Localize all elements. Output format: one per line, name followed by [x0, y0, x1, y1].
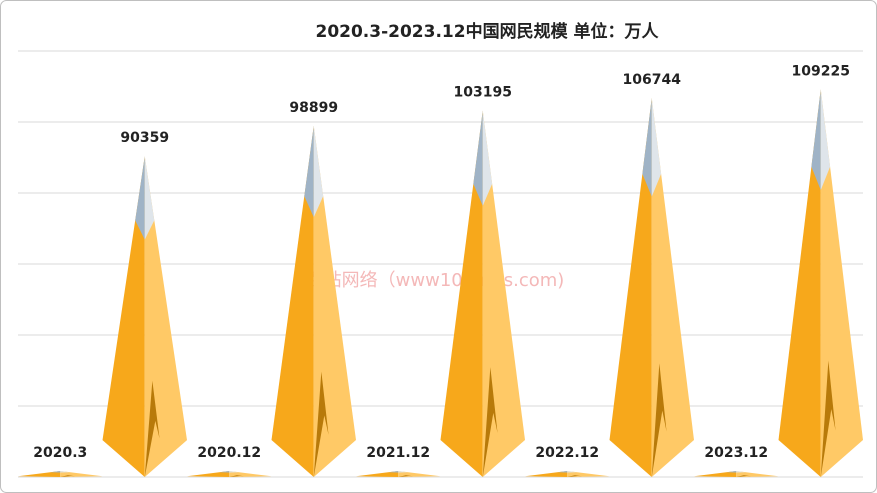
pencil-core [651, 363, 667, 477]
chart-title: 2020.3-2023.12中国网民规模 单位：万人 [315, 21, 659, 42]
x-tick-label: 2021.12 [366, 445, 430, 461]
pencil-left [440, 110, 483, 478]
pencil-tip-right [567, 471, 577, 473]
pencil-left [778, 89, 821, 477]
pencil [609, 98, 694, 477]
pencil-right [651, 98, 694, 477]
pencil [525, 471, 610, 477]
pencil [102, 156, 187, 477]
pencil-core [736, 475, 752, 477]
pencil-core [482, 367, 498, 477]
pencil-right [313, 125, 356, 478]
x-tick-label: 2022.12 [535, 445, 599, 461]
data-label: 98899 [289, 100, 338, 116]
pencil [440, 110, 525, 478]
pencil [187, 471, 272, 477]
pencil-tip-right [144, 156, 155, 240]
pencil-tip-left [473, 110, 483, 206]
pencil-core [820, 360, 836, 477]
pencil-tip-right [651, 98, 662, 197]
pencil-right [567, 471, 610, 477]
pencil-right [398, 471, 441, 477]
pencil [694, 471, 779, 477]
x-tick-label: 2020.12 [197, 445, 261, 461]
pencil-tip-right [313, 125, 324, 218]
pencil-tip-right [736, 471, 746, 473]
data-label: 90359 [120, 130, 169, 146]
pencil [271, 125, 356, 478]
pencil-right [482, 110, 525, 478]
pencil-left [18, 471, 61, 477]
pencil-tip-left [135, 156, 145, 240]
data-label: 109225 [792, 63, 850, 79]
pencil-tip-right [482, 110, 493, 206]
pencil-right [60, 471, 103, 477]
data-label: 106744 [623, 72, 682, 88]
pencil-left [102, 156, 145, 477]
pencil-tip-left [219, 471, 230, 473]
pencil-right [144, 156, 187, 477]
pencil-left [187, 471, 230, 477]
pencil-core [229, 475, 245, 477]
pencil-tip-left [811, 89, 821, 191]
x-tick-label: 2020.3 [33, 445, 87, 461]
pencil-left [525, 471, 568, 477]
pencil-tip-left [388, 471, 399, 473]
pencil-right [229, 471, 272, 477]
pencil-tip-right [229, 471, 239, 473]
pencil [356, 471, 441, 477]
pencil-core [144, 380, 160, 477]
pencil-core [313, 371, 329, 477]
pencil-tip-left [642, 98, 652, 197]
pencil-tip-left [50, 471, 61, 473]
pencil [18, 471, 103, 477]
data-label: 103195 [454, 85, 512, 101]
pencil-core [567, 475, 583, 477]
pencil-left [694, 471, 737, 477]
pencil-tip-left [557, 471, 568, 473]
pencil-left [356, 471, 399, 477]
pencil-tip-right [60, 471, 70, 473]
pencil-tip-right [398, 471, 408, 473]
pencil-core [398, 475, 414, 477]
pencil-tip-left [726, 471, 737, 473]
pencil [778, 89, 863, 477]
pencil-tip-left [304, 125, 314, 218]
pencil-right [820, 89, 863, 477]
pencil-left [609, 98, 652, 477]
pencil-left [271, 125, 314, 478]
pencil-tip-right [820, 89, 831, 191]
pencil-right [736, 471, 779, 477]
pencil-core [60, 475, 76, 477]
watermark: 百站网络（www100nets.com) [306, 270, 565, 291]
x-tick-label: 2023.12 [704, 445, 768, 461]
